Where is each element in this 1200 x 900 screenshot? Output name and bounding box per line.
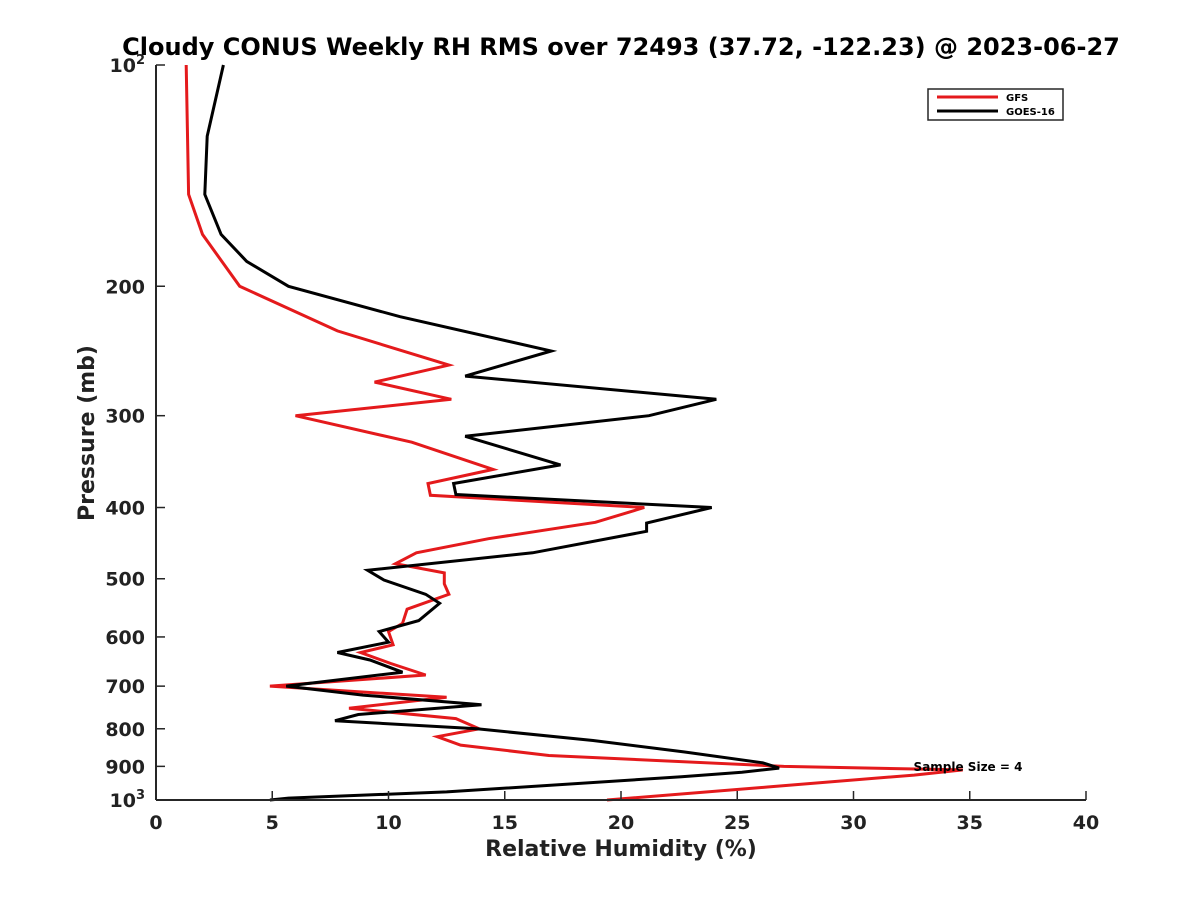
y-tick-label-exponent: 2 [136,53,145,68]
x-axis-ticks: 0 5 10 15 20 25 30 35 40 [149,791,1099,834]
y-tick-label: 800 [105,719,145,741]
y-tick-label-base: 500 [105,569,145,591]
y-tick-label-base: 900 [105,756,145,778]
y-tick-label: 103 [110,788,146,812]
y-tick-label-base: 800 [105,719,145,741]
y-tick-label: 200 [105,276,145,298]
y-tick-label: 300 [105,406,145,428]
y-tick-label-base: 10 [110,55,136,77]
legend-box [927,88,1064,121]
x-tick-label: 25 [724,812,750,834]
y-tick-label: 900 [105,756,145,778]
legend-label: GOES-16 [1006,107,1055,118]
y-tick-label: 400 [105,498,145,520]
x-axis-label: Relative Humidity (%) [485,837,757,862]
x-tick-label: 15 [492,812,518,834]
y-tick-label-exponent: 3 [136,788,145,803]
x-tick-label: 5 [266,812,279,834]
y-tick-label-base: 10 [110,790,136,812]
legend-label: GFS [1006,93,1028,104]
series-layer [184,64,963,802]
x-tick-label: 30 [840,812,866,834]
x-tick-label: 10 [375,812,401,834]
plot-frame [155,65,1086,801]
chart-title: Cloudy CONUS Weekly RH RMS over 72493 (3… [122,33,1120,61]
y-tick-label: 500 [105,569,145,591]
x-tick-label: 35 [957,812,983,834]
sample-size-annotation: Sample Size = 4 [914,760,1023,774]
y-tick-label: 102 [110,53,146,77]
legend: GFS GOES-16 [927,88,1064,121]
x-tick-label: 20 [608,812,634,834]
y-tick-label-base: 200 [105,276,145,298]
y-tick-label: 600 [105,627,145,649]
y-tick-label-base: 300 [105,406,145,428]
series-line-gfs [184,64,963,802]
series-line-goes-16 [203,64,780,802]
y-tick-label-base: 700 [105,676,145,698]
y-tick-label-base: 400 [105,498,145,520]
x-tick-label: 0 [149,812,162,834]
x-tick-label: 40 [1073,812,1099,834]
y-axis-label: Pressure (mb) [75,345,100,521]
y-tick-label: 700 [105,676,145,698]
y-tick-label-base: 600 [105,627,145,649]
